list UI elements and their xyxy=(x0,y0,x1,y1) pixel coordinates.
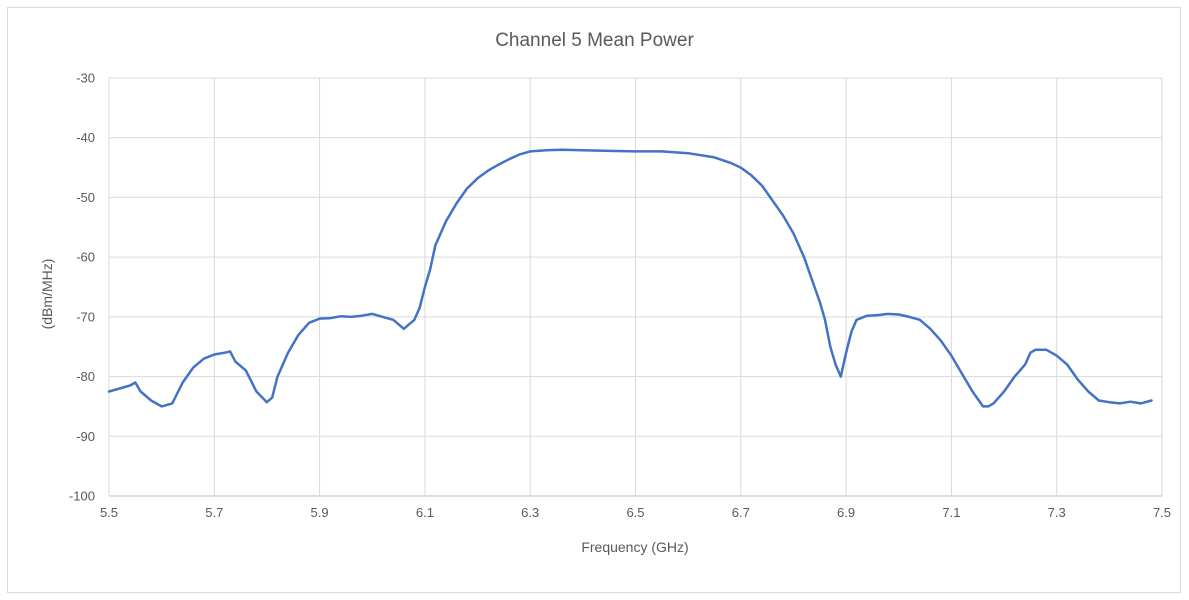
x-tick-label: 7.5 xyxy=(1153,505,1171,520)
y-tick-label: -70 xyxy=(76,309,95,324)
series-group xyxy=(107,148,1153,408)
x-tick-label: 5.9 xyxy=(311,505,329,520)
x-tick-label: 6.7 xyxy=(732,505,750,520)
y-tick-label: -30 xyxy=(76,71,95,86)
y-tick-label: -90 xyxy=(76,429,95,444)
y-tick-label: -100 xyxy=(69,489,95,504)
grid-lines xyxy=(108,77,1163,497)
x-tick-label: 6.5 xyxy=(626,505,644,520)
y-tick-label: -50 xyxy=(76,190,95,205)
series-line xyxy=(107,148,1153,408)
x-tick-label: 7.1 xyxy=(942,505,960,520)
x-axis-title: Frequency (GHz) xyxy=(581,539,689,555)
y-axis-title: (dBm/MHz) xyxy=(39,258,55,330)
chart-frame xyxy=(7,7,1181,593)
y-tick-label: -80 xyxy=(76,369,95,384)
y-tick-label: -60 xyxy=(76,250,95,265)
x-tick-label: 6.1 xyxy=(416,505,434,520)
x-tick-labels: 5.5 5.7 5.9 6.1 6.3 6.5 6.7 6.9 7.1 7.3 7.5 xyxy=(100,505,1171,520)
x-tick-label: 6.3 xyxy=(521,505,539,520)
y-tick-label: -40 xyxy=(76,130,95,145)
x-tick-label: 6.9 xyxy=(837,505,855,520)
x-tick-label: 7.3 xyxy=(1048,505,1066,520)
y-tick-labels: -30 -40 -50 -60 -70 -80 -90 -100 xyxy=(69,71,95,504)
chart-title: Channel 5 Mean Power xyxy=(495,30,694,51)
x-tick-label: 5.7 xyxy=(205,505,223,520)
x-tick-label: 5.5 xyxy=(100,505,118,520)
